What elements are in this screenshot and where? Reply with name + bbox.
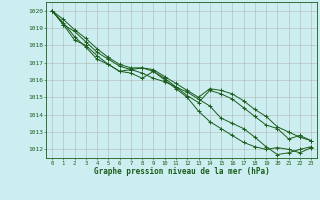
X-axis label: Graphe pression niveau de la mer (hPa): Graphe pression niveau de la mer (hPa) [94, 167, 269, 176]
